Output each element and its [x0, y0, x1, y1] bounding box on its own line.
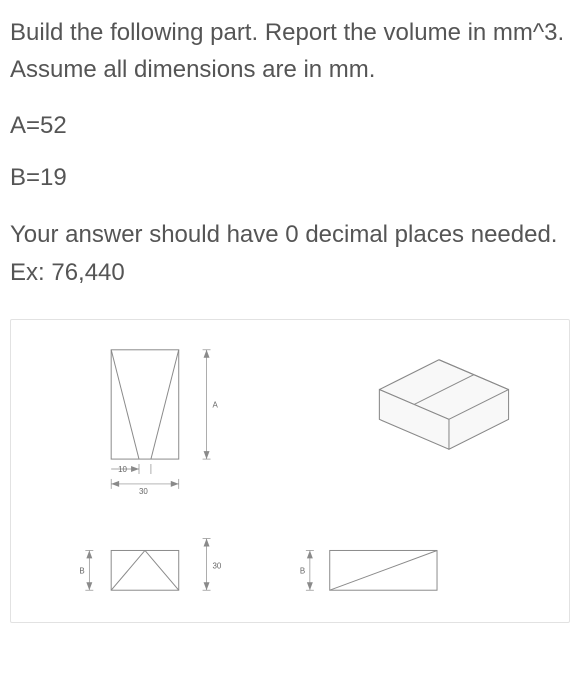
isometric-view — [379, 359, 508, 448]
dim-a-label: A — [213, 400, 219, 409]
drawing-svg: A 10 30 — [11, 320, 569, 622]
problem-prompt: Build the following part. Report the vol… — [10, 14, 569, 88]
dim-b-label-front: B — [79, 566, 84, 575]
dim-b-label-side: B — [300, 566, 305, 575]
dim-10-label: 10 — [118, 465, 127, 474]
parameter-b: B=19 — [10, 164, 569, 192]
top-view: A 10 30 — [111, 350, 218, 496]
engineering-drawing-figure: A 10 30 — [10, 319, 570, 623]
answer-format-note: Your answer should have 0 decimal places… — [10, 216, 569, 290]
parameter-a: A=52 — [10, 112, 569, 140]
front-view: B 30 — [79, 538, 222, 590]
dim-30-label-top: 30 — [139, 487, 148, 496]
dim-30-label-front: 30 — [213, 561, 222, 570]
side-view: B — [300, 550, 437, 590]
